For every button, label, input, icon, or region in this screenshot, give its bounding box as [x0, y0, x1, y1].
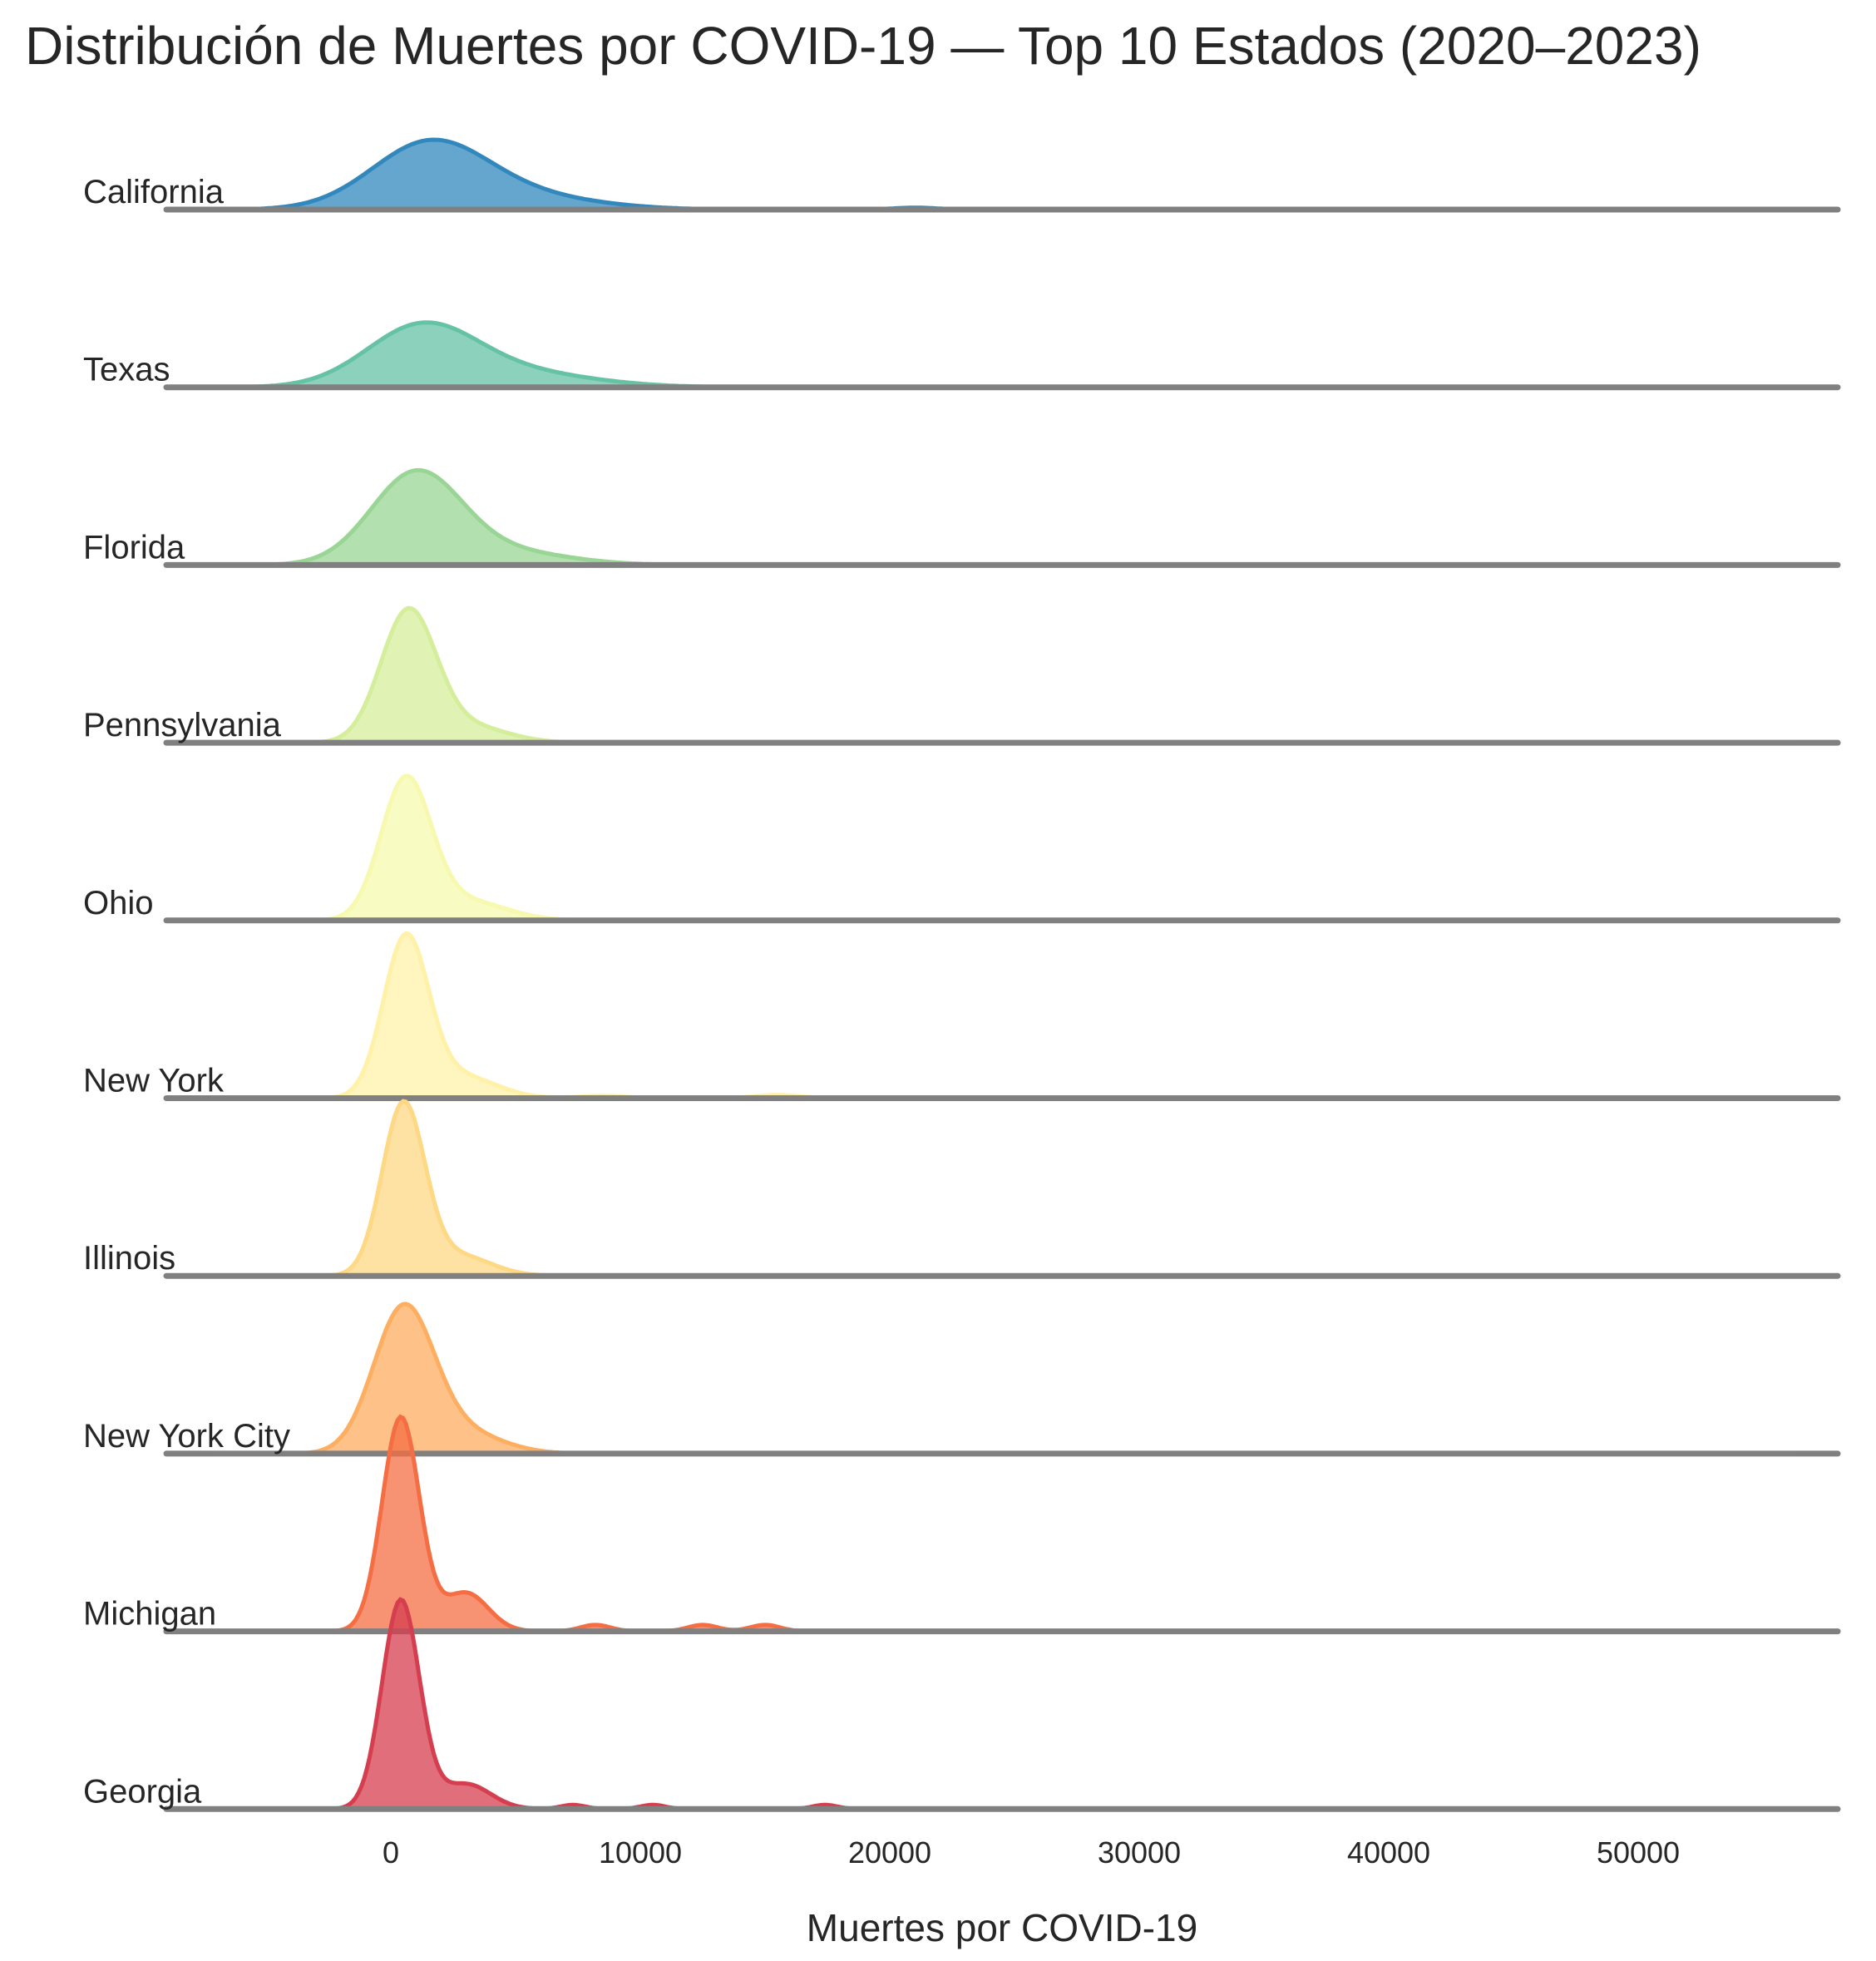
density-area	[166, 608, 1838, 743]
x-axis-ticks: 0 10000 20000 30000 40000 50000	[383, 1835, 1680, 1870]
density-area	[166, 470, 1838, 566]
ridge-texas: Texas	[83, 320, 1841, 391]
x-tick-label: 40000	[1347, 1835, 1430, 1870]
ridge-label: New York City	[83, 1418, 290, 1455]
ridge-michigan: Michigan	[83, 1414, 1841, 1635]
ridge-label: Pennsylvania	[83, 707, 282, 743]
ridge-illinois: Illinois	[83, 1099, 1841, 1279]
ridge-label: California	[83, 174, 225, 210]
ridge-label: Ohio	[83, 885, 154, 921]
density-area	[166, 1303, 1838, 1454]
density-area	[166, 140, 1838, 210]
ridges-group: California Texas Florida Pennsylvania Ohio Ne…	[83, 137, 1841, 1812]
density-area	[166, 775, 1838, 921]
x-tick-label: 20000	[848, 1835, 931, 1870]
ridge-georgia: Georgia	[83, 1597, 1841, 1812]
ridge-florida: Florida	[83, 467, 1841, 568]
density-area	[166, 322, 1838, 388]
x-axis-title: Muertes por COVID-19	[807, 1906, 1197, 1949]
x-tick-label: 30000	[1098, 1835, 1181, 1870]
ridge-label: Florida	[83, 529, 185, 566]
x-tick-label: 10000	[599, 1835, 682, 1870]
ridge-label: Illinois	[83, 1240, 175, 1277]
ridge-label: Texas	[83, 352, 170, 388]
ridge-california: California	[83, 137, 1841, 213]
x-tick-label: 50000	[1597, 1835, 1680, 1870]
ridge-label: New York	[83, 1063, 225, 1099]
x-tick-label: 0	[383, 1835, 399, 1870]
ridge-new-york: New York	[83, 931, 1841, 1101]
ridge-label: Georgia	[83, 1773, 202, 1810]
ridge-new-york-city: New York City	[83, 1302, 1841, 1457]
density-area	[166, 933, 1838, 1099]
chart-title: Distribución de Muertes por COVID-19 — T…	[25, 16, 1701, 76]
ridge-label: Michigan	[83, 1596, 216, 1633]
ridge-ohio: Ohio	[83, 773, 1841, 924]
ridge-pennsylvania: Pennsylvania	[83, 605, 1841, 746]
